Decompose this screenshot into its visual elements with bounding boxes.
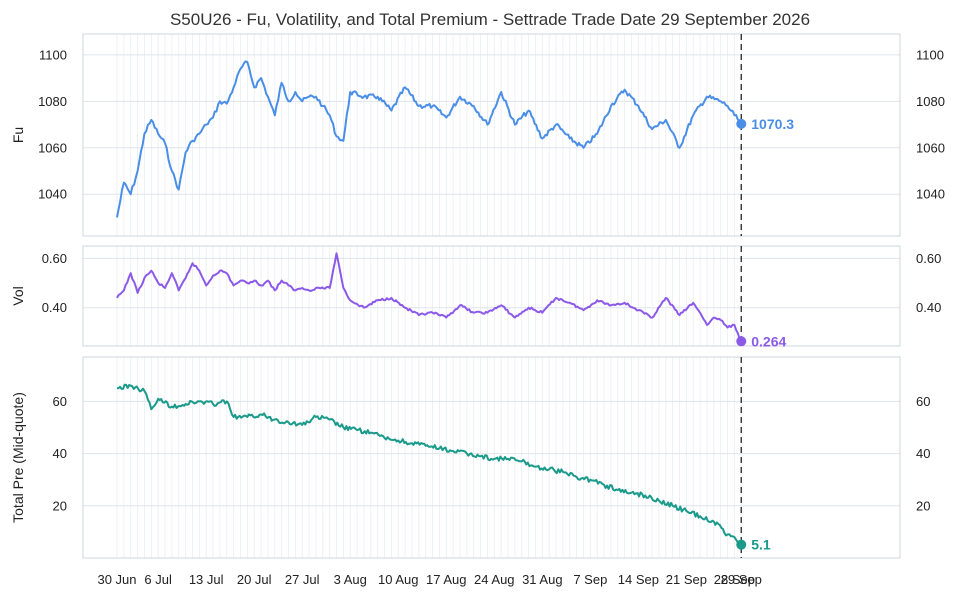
x-tick-label: 14 Sep [618,572,659,587]
panel-2: 20 20 40 40 60 60 Total Pre (Mid-quote) 5.1 [10,356,930,559]
x-tick-label: 27 Jul [285,572,320,587]
y-tick-label-left: 1060 [38,140,67,155]
x-tick-label: 30 Jun [97,572,136,587]
y-tick-label-left: 20 [53,498,67,513]
end-point [736,118,747,129]
series-line-1 [116,252,743,342]
y-tick-label-right: 0.40 [916,300,941,315]
y-axis-label: Total Pre (Mid-quote) [10,392,26,523]
y-tick-label-right: 1080 [916,94,945,109]
y-tick-label-right: 1060 [916,140,945,155]
y-tick-label-right: 0.60 [916,251,941,266]
x-tick-label: 21 Sep [666,572,707,587]
y-tick-label-left: 0.40 [42,300,67,315]
y-tick-label-left: 40 [53,446,67,461]
x-tick-label: 10 Aug [378,572,419,587]
x-tick-label: 6 Jul [144,572,172,587]
panel-frame [82,245,901,347]
x-tick-label: 13 Jul [189,572,224,587]
series-line-2 [116,383,743,546]
y-tick-label-right: 40 [916,446,930,461]
y-axis-label: Vol [10,286,26,305]
x-tick-labels: 30 Jun 6 Jul 13 Jul 20 Jul 27 Jul 3 Aug 10 Aug… [97,572,761,587]
end-point [736,336,747,347]
panel-frame [82,356,901,559]
y-tick-label-right: 1040 [916,187,945,202]
y-tick-label-right: 60 [916,394,930,409]
panels: 1040 1040 1060 1060 1080 1080 1100 1100 Fu 1070.3… [10,33,945,559]
chart-title: S50U26 - Fu, Volatility, and Total Premi… [170,10,810,29]
y-tick-label-right: 1100 [916,47,944,62]
x-tick-label: 28 Sep [714,572,755,587]
y-tick-label-left: 1080 [38,94,67,109]
y-tick-label-left: 60 [53,394,67,409]
panel-0: 1040 1040 1060 1060 1080 1080 1100 1100 Fu 1070.3 [10,33,945,237]
x-tick-label: 17 Aug [426,572,467,587]
y-tick-label-left: 1040 [38,187,67,202]
y-tick-label-left: 0.60 [42,251,67,266]
x-tick-label: 31 Aug [522,572,563,587]
panel-1: 0.40 0.40 0.60 0.60 Vol 0.264 [10,245,941,349]
x-tick-label: 7 Sep [573,572,607,587]
y-axis-label: Fu [10,127,26,143]
x-tick-label: 3 Aug [334,572,367,587]
x-tick-label: 20 Jul [237,572,272,587]
y-tick-label-right: 20 [916,498,930,513]
series-line-0 [116,60,743,218]
end-value-label: 1070.3 [751,116,794,132]
end-value-label: 5.1 [751,537,771,553]
end-value-label: 0.264 [751,333,786,349]
end-point [736,539,747,550]
x-tick-label: 29 Sep [721,572,762,587]
x-tick-label: 24 Aug [474,572,515,587]
panel-frame [82,33,901,237]
y-tick-label-left: 1100 [39,47,67,62]
